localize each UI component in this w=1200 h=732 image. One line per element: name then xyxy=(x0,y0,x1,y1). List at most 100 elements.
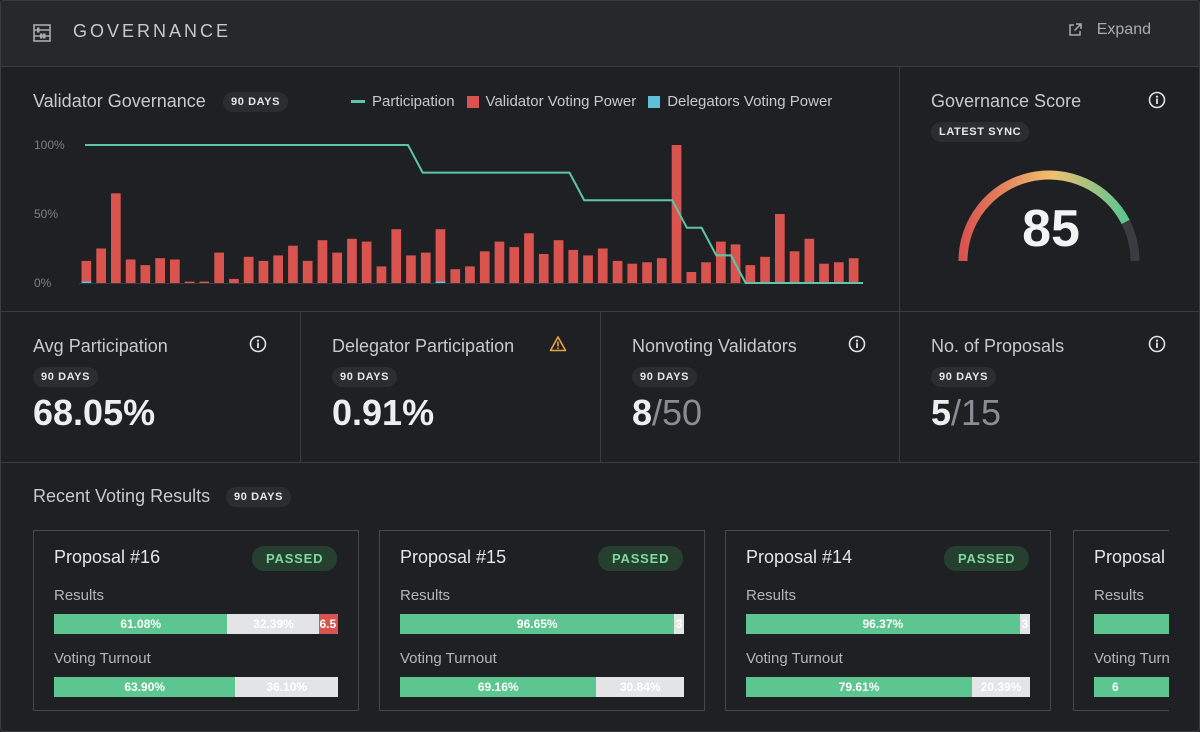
turnout-bar: 69.16% 30.84% xyxy=(400,677,684,697)
validator-power-bar xyxy=(229,278,239,283)
validator-power-bar xyxy=(553,240,564,283)
yes-segment: 96.37% xyxy=(746,614,1020,634)
proposal-name: Proposal xyxy=(1094,547,1166,567)
validator-power-bar xyxy=(420,252,431,283)
stat-total: /50 xyxy=(652,392,703,433)
validator-power-bar xyxy=(671,145,682,283)
veto-segment: 6.5 xyxy=(319,614,338,634)
y-tick-label: 0% xyxy=(34,276,52,290)
stat-label: Avg Participation xyxy=(33,336,168,356)
yes-segment: 61.08% xyxy=(54,614,228,634)
divider xyxy=(1,462,1199,463)
validator-power-bar xyxy=(716,241,726,283)
header: GOVERNANCE Expand xyxy=(1,1,1199,67)
validator-power-bar xyxy=(642,262,652,283)
info-icon[interactable] xyxy=(249,335,267,353)
recent-voting-title: Recent Voting Results xyxy=(33,486,211,506)
validator-power-bar xyxy=(686,272,697,283)
validator-power-bar xyxy=(317,240,328,283)
validator-power-bar xyxy=(568,249,579,283)
expand-button[interactable]: Expand xyxy=(1067,21,1151,39)
governance-score-value: 85 xyxy=(1022,200,1080,258)
results-label: Results xyxy=(54,587,105,604)
validator-power-bar xyxy=(834,262,844,283)
proposal-name: Proposal #16 xyxy=(54,547,161,567)
validator-power-bar xyxy=(391,229,402,283)
proposal-card[interactable]: Proposal Results Voting Turnout 6 xyxy=(1073,530,1169,711)
period-pill: 90 DAYS xyxy=(33,367,99,387)
info-icon[interactable] xyxy=(1148,91,1166,109)
legend-item-validator-voting-power[interactable]: Validator Voting Power xyxy=(466,93,636,110)
turnout-bar: 79.61% 20.39% xyxy=(746,677,1030,697)
no-segment: 3 xyxy=(674,614,684,634)
validator-power-bar xyxy=(81,260,92,283)
period-pill: 90 DAYS xyxy=(632,367,698,387)
stat-avg-participation: Avg Participation 90 DAYS 68.05% xyxy=(1,312,300,462)
proposal-carousel[interactable]: Proposal #16 PASSED Results 61.08% 32.39… xyxy=(33,530,1169,712)
period-pill: 90 DAYS xyxy=(223,92,289,112)
validator-power-bar xyxy=(361,241,372,283)
stat-count: 5 xyxy=(931,392,952,433)
validator-power-bar xyxy=(140,265,151,283)
validator-power-bar xyxy=(479,251,490,283)
validator-power-bar xyxy=(597,248,608,283)
not-voted-segment: 30.84% xyxy=(596,677,684,697)
info-icon[interactable] xyxy=(1148,335,1166,353)
turnout-label: Voting Turnout xyxy=(746,650,843,667)
validator-power-bar xyxy=(450,269,461,283)
validator-power-bar xyxy=(612,260,623,283)
proposal-card[interactable]: Proposal #14 PASSED Results 96.37% 3 Vot… xyxy=(725,530,1051,711)
page-title: GOVERNANCE xyxy=(73,21,232,41)
validator-power-bar xyxy=(243,256,254,283)
results-bar: 61.08% 32.39% 6.5 xyxy=(54,614,338,634)
info-icon[interactable] xyxy=(848,335,866,353)
voted-segment: 69.16% xyxy=(400,677,597,697)
results-bar xyxy=(1094,614,1169,634)
results-label: Results xyxy=(400,587,451,604)
results-bar: 96.37% 3 xyxy=(746,614,1030,634)
validator-power-bar xyxy=(376,266,387,283)
delegator-power-bar xyxy=(435,281,446,283)
stat-label: Nonvoting Validators xyxy=(632,336,797,356)
validator-power-bar xyxy=(435,229,446,283)
validator-power-bar xyxy=(789,251,800,283)
validator-power-bar xyxy=(406,255,416,283)
legend-item-participation[interactable]: Participation xyxy=(351,93,455,110)
voted-segment: 63.90% xyxy=(54,677,236,697)
validator-power-bar xyxy=(347,238,357,283)
voted-segment: 79.61% xyxy=(746,677,973,697)
validator-power-bar xyxy=(538,254,549,283)
chart-legend: Participation Validator Voting Power Del… xyxy=(351,93,832,110)
stat-value: 5/15 xyxy=(931,392,1001,434)
validator-power-bar xyxy=(583,255,593,283)
validator-power-bar xyxy=(258,260,269,283)
divider xyxy=(300,312,301,462)
legend-swatch xyxy=(648,95,661,108)
validator-power-bar xyxy=(111,193,121,283)
validator-power-bar xyxy=(170,259,180,283)
y-tick-label: 50% xyxy=(34,207,58,221)
stat-label: No. of Proposals xyxy=(931,336,1065,356)
stat-nonvoting-validators: Nonvoting Validators 90 DAYS 8/50 xyxy=(600,312,899,462)
validator-power-bar xyxy=(199,281,210,283)
divider xyxy=(600,312,601,462)
warning-icon[interactable] xyxy=(549,335,567,353)
chart-title: Validator Governance xyxy=(33,91,206,111)
stat-count: 8 xyxy=(632,392,653,433)
proposal-card[interactable]: Proposal #15 PASSED Results 96.65% 3 Vot… xyxy=(379,530,705,711)
validator-power-bar xyxy=(775,214,785,283)
proposal-card[interactable]: Proposal #16 PASSED Results 61.08% 32.39… xyxy=(33,530,359,711)
voted-segment: 6 xyxy=(1094,677,1169,697)
validator-power-bar xyxy=(819,263,829,283)
turnout-bar: 63.90% 36.10% xyxy=(54,677,338,697)
stat-value: 68.05% xyxy=(33,392,156,433)
abacus-icon xyxy=(33,24,51,42)
validator-power-bar xyxy=(288,245,298,283)
status-badge: PASSED xyxy=(598,546,684,571)
gauge-fill xyxy=(958,170,1130,262)
validator-power-bar xyxy=(302,260,313,283)
legend-item-delegators-voting-power[interactable]: Delegators Voting Power xyxy=(648,93,832,110)
delegator-power-bar xyxy=(81,281,92,283)
legend-swatch xyxy=(351,100,365,103)
